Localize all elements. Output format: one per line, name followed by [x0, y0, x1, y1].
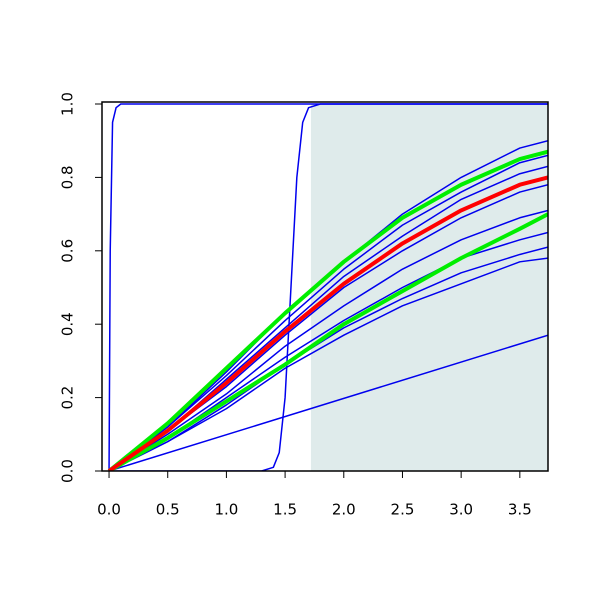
x-tick-label: 1.5: [273, 501, 297, 519]
x-tick-label: 0.5: [156, 501, 180, 519]
x-tick-label: 0.0: [97, 501, 121, 519]
curve: [109, 103, 548, 471]
y-tick-label: 0.0: [59, 459, 77, 483]
curve: [108, 103, 548, 471]
plot-area: [107, 103, 548, 471]
x-tick-label: 1.0: [214, 501, 238, 519]
x-tick-label: 3.5: [508, 501, 532, 519]
y-tick-label: 0.2: [59, 386, 77, 410]
x-tick-label: 2.0: [332, 501, 356, 519]
y-tick-label: 0.8: [59, 165, 77, 189]
curve: [108, 209, 548, 471]
curve: [108, 334, 548, 471]
y-tick-label: 0.6: [59, 239, 77, 263]
curve: [108, 257, 548, 471]
curve: [108, 212, 548, 471]
plot-frame: [101, 101, 549, 472]
curve: [108, 154, 548, 471]
x-tick-label: 3.0: [449, 501, 473, 519]
y-tick-label: 1.0: [59, 92, 77, 116]
curve: [107, 149, 548, 471]
x-tick-label: 2.5: [391, 501, 415, 519]
curve: [107, 175, 548, 471]
y-tick-label: 0.4: [59, 312, 77, 336]
curve: [108, 246, 548, 471]
